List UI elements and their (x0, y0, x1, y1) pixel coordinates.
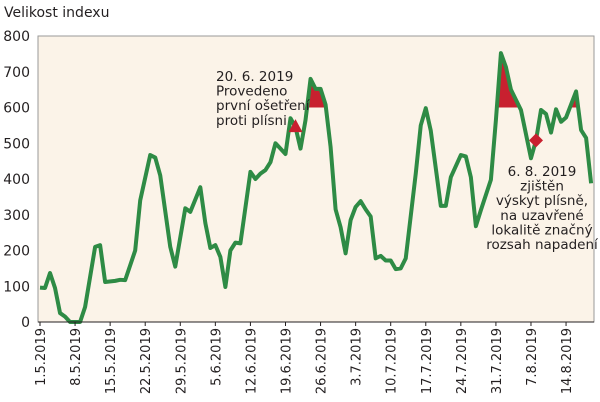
x-tick-label: 17.7.2019 (420, 328, 435, 394)
annotation-line: Provedeno (216, 84, 287, 100)
x-tick-label: 10.7.2019 (385, 328, 400, 394)
triangle-marker (288, 119, 303, 133)
x-tick-label: 15.5.2019 (104, 328, 119, 394)
above-threshold-fill (307, 53, 579, 108)
annotation-line: na uzavřené (500, 208, 583, 224)
x-tick-label: 12.6.2019 (244, 328, 259, 394)
y-axis-label: Velikost indexu (4, 5, 109, 21)
x-tick-label: 3.7.2019 (350, 328, 365, 386)
y-tick-label: 0 (21, 315, 30, 331)
annotation-line: 20. 6. 2019 (216, 69, 293, 85)
annotation-line: lokalitě značný (491, 222, 592, 238)
x-tick-label: 24.7.2019 (455, 328, 470, 394)
y-tick-label: 500 (3, 136, 30, 152)
x-tick-label: 19.6.2019 (279, 328, 294, 394)
y-tick-label: 800 (3, 29, 30, 45)
diamond-marker (528, 133, 543, 148)
annotation-line: 6. 8. 2019 (508, 164, 577, 180)
y-tick-label: 400 (3, 172, 30, 188)
x-tick-label: 5.6.2019 (209, 328, 224, 386)
y-tick-label: 100 (3, 279, 30, 295)
x-tick-label: 31.7.2019 (490, 328, 505, 394)
y-tick-label: 300 (3, 208, 30, 224)
y-tick-label: 600 (3, 101, 30, 117)
x-tick-label: 29.5.2019 (174, 328, 189, 394)
x-tick-label: 8.5.2019 (69, 328, 84, 386)
annotation-line: výskyt plísně, (496, 193, 588, 209)
x-tick-label: 26.6.2019 (315, 328, 330, 394)
annotation-line: zjištěn (520, 179, 564, 195)
x-tick-label: 7.8.2019 (525, 328, 540, 386)
x-tick-label: 1.5.2019 (34, 328, 49, 386)
x-tick-label: 14.8.2019 (560, 328, 575, 394)
annotation-line: rozsah napadení (486, 237, 599, 253)
x-tick-label: 22.5.2019 (139, 328, 154, 394)
annotation-line: první ošetření (216, 98, 311, 114)
y-tick-label: 700 (3, 65, 30, 81)
y-tick-label: 200 (3, 244, 30, 260)
series-line (39, 51, 594, 324)
annotation-line: proti plísni (216, 113, 287, 129)
